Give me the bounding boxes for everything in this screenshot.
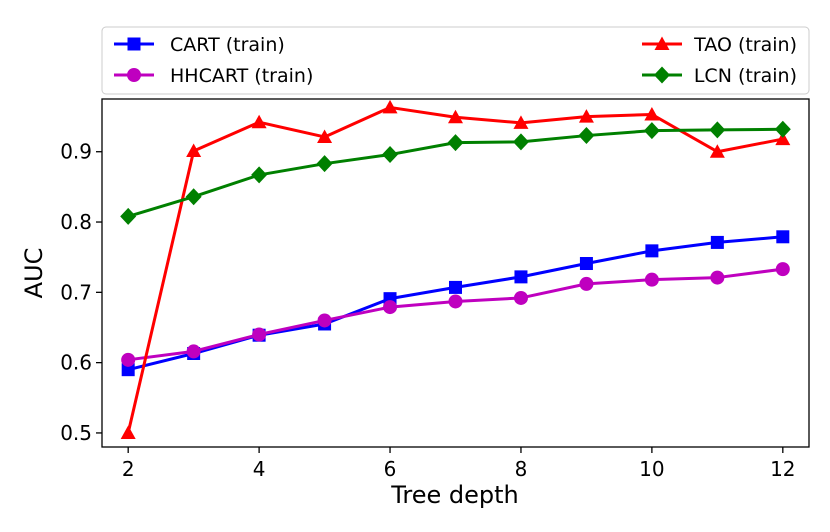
data-point <box>449 280 462 294</box>
data-point <box>382 99 398 114</box>
legend-label: HHCART (train) <box>170 65 313 87</box>
data-point <box>579 276 594 291</box>
y-tick-label: 0.8 <box>60 210 92 234</box>
legend-label: TAO (train) <box>693 34 797 56</box>
series-line <box>126 105 784 434</box>
data-point <box>317 129 333 143</box>
data-point <box>645 244 659 258</box>
data-point <box>512 133 529 151</box>
series-layer <box>120 99 791 439</box>
legend-swatch-marker <box>127 37 141 51</box>
legend-frame <box>101 26 810 95</box>
data-point <box>251 114 267 129</box>
y-tick-label: 0.9 <box>60 140 92 164</box>
legend-swatch-marker <box>654 36 670 50</box>
data-point <box>514 270 528 284</box>
data-point <box>448 109 463 124</box>
data-point <box>121 363 135 377</box>
data-point <box>316 155 333 173</box>
legend-entry: CART (train) <box>114 34 285 56</box>
x-tick-label: 12 <box>770 457 795 481</box>
data-point <box>775 262 790 277</box>
series-tao <box>120 99 791 439</box>
data-point <box>186 143 202 158</box>
series-hhcart <box>121 262 790 367</box>
y-tick-label: 0.6 <box>60 351 92 375</box>
data-point <box>382 146 399 164</box>
x-tick-label: 8 <box>515 457 528 481</box>
data-point <box>447 134 464 152</box>
data-point <box>513 115 529 129</box>
data-point <box>644 106 660 121</box>
data-point <box>317 313 332 328</box>
data-point <box>383 300 398 315</box>
data-point <box>513 290 528 305</box>
data-point <box>776 230 790 244</box>
data-point <box>709 121 726 139</box>
data-point <box>710 235 724 249</box>
data-point <box>578 127 595 145</box>
data-point <box>775 131 791 146</box>
plot-frame <box>101 98 810 448</box>
legend-entry: TAO (train) <box>642 34 797 56</box>
legend-swatch-marker <box>127 68 141 82</box>
data-point <box>251 166 268 184</box>
data-point <box>252 327 267 342</box>
y-tick-label: 0.5 <box>60 421 92 445</box>
y-axis: 0.5 0.6 0.7 0.8 0.9 <box>60 140 102 445</box>
data-point <box>579 257 593 271</box>
data-point <box>644 272 659 287</box>
x-axis: 2 4 6 8 10 12 <box>122 447 796 481</box>
legend: CART (train) TAO (train) HHCART (train) LCN… <box>101 26 810 95</box>
x-tick-label: 6 <box>384 457 397 481</box>
legend-entry: HHCART (train) <box>114 65 313 87</box>
legend-swatch-marker <box>654 66 670 84</box>
data-point <box>578 109 594 123</box>
legend-label: LCN (train) <box>694 65 797 87</box>
data-point <box>448 294 463 309</box>
legend-label: CART (train) <box>170 34 285 56</box>
x-axis-title: Tree depth <box>390 481 519 509</box>
series-lcn <box>120 120 791 225</box>
x-tick-label: 10 <box>639 457 664 481</box>
data-point <box>121 352 136 367</box>
x-tick-label: 4 <box>253 457 266 481</box>
legend-entry: LCN (train) <box>642 65 797 87</box>
data-point <box>120 207 137 225</box>
data-point <box>120 425 136 439</box>
data-point <box>185 188 202 206</box>
data-point <box>709 144 725 158</box>
y-tick-label: 0.7 <box>60 280 92 304</box>
data-point <box>643 122 660 140</box>
y-axis-title: AUC <box>20 248 48 299</box>
x-tick-label: 2 <box>122 457 135 481</box>
data-point <box>710 270 725 285</box>
data-point <box>186 344 201 359</box>
data-point <box>774 120 791 138</box>
